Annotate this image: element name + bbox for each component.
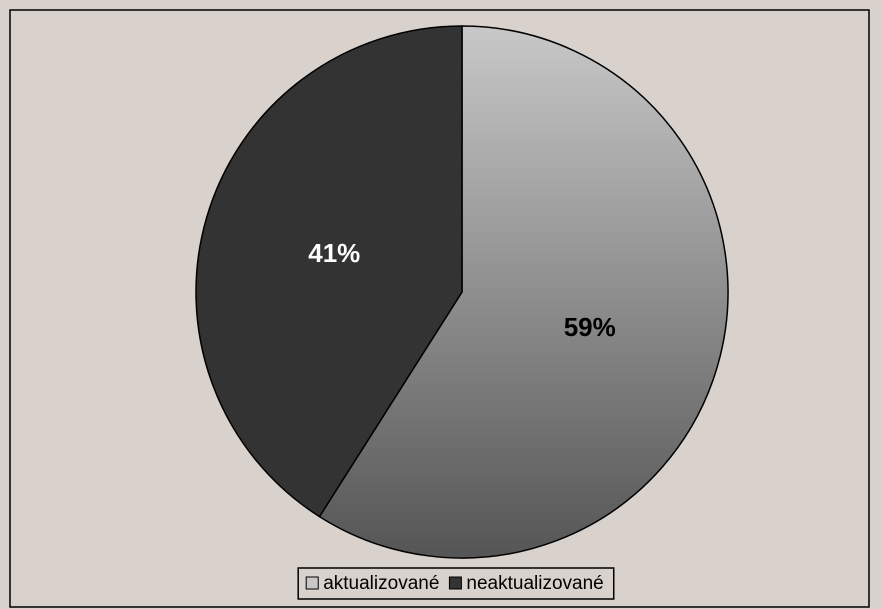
- legend-swatch: [305, 576, 319, 590]
- legend-swatch: [448, 576, 462, 590]
- legend: aktualizované neaktualizované: [297, 567, 615, 600]
- pie-slice: [195, 25, 463, 518]
- legend-label: aktualizované: [323, 573, 439, 594]
- data-label: 59%: [564, 312, 616, 342]
- legend-label: neaktualizované: [466, 573, 603, 594]
- pie: 59% 41%: [195, 25, 729, 559]
- pie-slice: [318, 25, 729, 559]
- data-label: 41%: [308, 238, 360, 268]
